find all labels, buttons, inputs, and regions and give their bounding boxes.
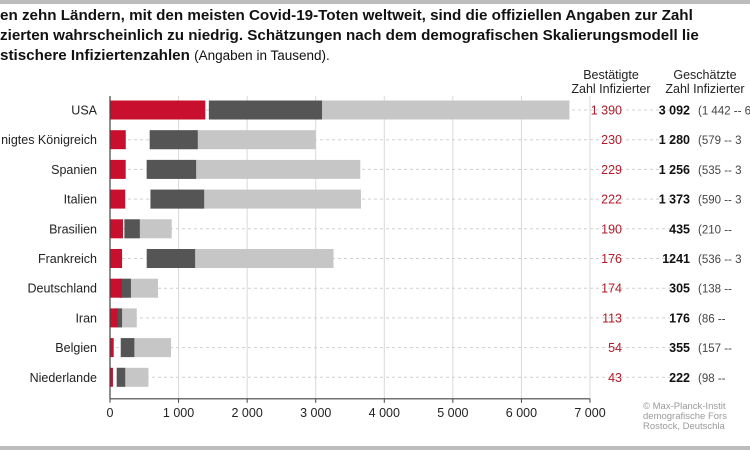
confirmed-value: 43	[608, 371, 622, 385]
core-range-bar	[116, 367, 126, 387]
title-unit-note: (Angaben in Tausend).	[194, 48, 330, 63]
estimated-value: 222	[669, 371, 690, 385]
confirmed-bar	[110, 219, 124, 239]
core-range-bar	[146, 159, 197, 179]
confirmed-bar	[110, 367, 113, 387]
estimated-range-label: (157 --	[698, 343, 732, 355]
confirmed-value: 190	[601, 222, 622, 236]
confirmed-bar	[110, 308, 118, 328]
credit-line-3: Rostock, Deutschla	[643, 421, 725, 432]
confirmed-column-header: Bestätigte Zahl Infizierter	[568, 68, 654, 96]
confirmed-header-line-1: Bestätigte	[583, 68, 639, 82]
core-range-bar	[124, 219, 140, 239]
core-range-bar	[146, 249, 196, 268]
x-tick-label: 7 000	[574, 406, 605, 420]
x-tick-label: 1 000	[163, 406, 194, 420]
estimated-range-label: (1 442 -- 6	[698, 106, 750, 118]
estimated-range-label: (536 -- 3	[698, 254, 741, 266]
x-tick-label: 2 000	[232, 406, 263, 420]
confirmed-value: 113	[602, 311, 622, 325]
estimated-value: 1241	[662, 252, 690, 266]
estimated-value: 1 256	[659, 163, 690, 177]
top-border	[0, 0, 750, 4]
category-label: nigtes Königreich	[1, 133, 97, 147]
title-line-3: stischere Infiziertenzahlen (Angaben in …	[0, 46, 330, 66]
confirmed-value: 174	[601, 282, 622, 296]
confirmed-bar	[110, 130, 126, 150]
core-range-bar	[115, 308, 123, 328]
estimated-value: 305	[669, 282, 690, 296]
category-label: Iran	[75, 311, 97, 325]
core-range-bar	[119, 278, 131, 298]
confirmed-value: 54	[608, 341, 622, 355]
x-tick-label: 4 000	[369, 406, 400, 420]
credit-line-2: demografische Fors	[643, 411, 727, 422]
confirmed-bar	[110, 100, 206, 120]
confirmed-header-line-2: Zahl Infizierter	[571, 82, 651, 96]
category-label: Deutschland	[28, 282, 98, 296]
core-range-bar	[150, 189, 205, 209]
title-line-1: en zehn Ländern, mit den meisten Covid-1…	[0, 7, 693, 24]
title-line-2: zierten wahrscheinlich zu niedrig. Schät…	[0, 27, 699, 44]
core-range-bar	[208, 100, 323, 120]
category-label: Spanien	[51, 163, 97, 177]
confirmed-bar	[110, 278, 122, 298]
core-range-bar	[120, 338, 135, 358]
estimated-header-line-2: Zahl Infizierter	[665, 82, 745, 96]
category-label: Frankreich	[38, 252, 97, 266]
estimated-range-label: (98 --	[698, 373, 726, 385]
confirmed-bar	[110, 249, 123, 268]
estimated-header-line-1: Geschätzte	[673, 68, 737, 82]
confirmed-value: 229	[601, 163, 622, 177]
estimated-range-label: (210 --	[698, 224, 732, 236]
category-label: USA	[71, 104, 97, 118]
credit-line-1: © Max-Planck-Instit	[643, 401, 726, 412]
estimated-value: 176	[669, 311, 690, 325]
estimated-range-label: (138 --	[698, 284, 732, 296]
confirmed-value: 230	[601, 133, 622, 147]
x-tick-label: 0	[107, 406, 114, 420]
category-label: Belgien	[55, 341, 97, 355]
x-tick-label: 3 000	[300, 406, 331, 420]
x-tick-label: 5 000	[437, 406, 468, 420]
estimated-range-label: (590 -- 3	[698, 195, 741, 207]
confirmed-bar	[110, 159, 126, 179]
range-bar	[146, 159, 361, 179]
estimated-value: 435	[669, 222, 690, 236]
estimated-range-label: (86 --	[698, 313, 726, 325]
core-range-bar	[149, 130, 198, 150]
estimated-value: 1 280	[659, 133, 690, 147]
category-label: Italien	[64, 193, 97, 207]
estimated-column-header: Geschätzte Zahl Infizierter	[655, 68, 750, 96]
estimated-value: 355	[669, 341, 690, 355]
confirmed-bar	[110, 338, 114, 358]
estimated-range-label: (535 -- 3	[698, 165, 741, 177]
title-line-3-text: stischere Infiziertenzahlen	[0, 47, 190, 64]
category-label: Brasilien	[49, 222, 97, 236]
x-tick-label: 6 000	[506, 406, 537, 420]
bottom-border	[0, 446, 750, 450]
confirmed-value: 176	[601, 252, 622, 266]
estimated-range-label: (579 -- 3	[698, 135, 741, 147]
confirmed-value: 1 390	[591, 104, 622, 118]
credit-text: © Max-Planck-Instit demografische Fors R…	[643, 402, 727, 432]
estimated-value: 1 373	[659, 193, 690, 207]
category-label: Niederlande	[30, 371, 97, 385]
confirmed-bar	[110, 189, 126, 209]
estimated-value: 3 092	[659, 104, 690, 118]
confirmed-value: 222	[601, 193, 622, 207]
